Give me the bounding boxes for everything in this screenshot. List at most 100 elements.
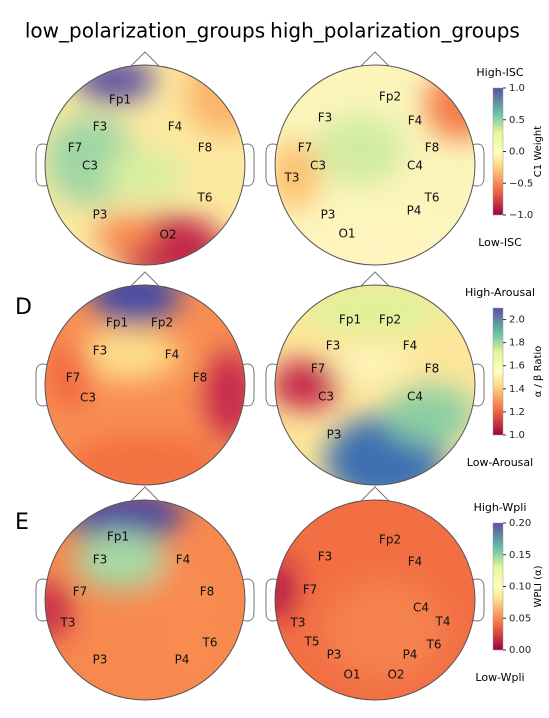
- field-blob: [90, 285, 180, 325]
- head-outline: [44, 499, 246, 701]
- topomap: Fp1 Fp2 F3 F4 F7 F8 C3: [35, 271, 255, 486]
- colorbar-tick-label: 1.2: [509, 407, 525, 418]
- field-blob: [95, 215, 155, 255]
- colorbar-tick-label: 1.0: [509, 430, 525, 441]
- field-blob: [425, 70, 475, 140]
- electrode-label: P3: [327, 428, 342, 442]
- field-blob: [70, 330, 180, 380]
- nose: [130, 51, 160, 67]
- colorbar-high-label: High-Arousal: [465, 286, 535, 299]
- row-letter: E: [15, 510, 29, 535]
- electrode-label: Fp1: [339, 313, 361, 327]
- colorbar-tick-label: 1.8: [509, 338, 525, 349]
- ear: [35, 578, 49, 622]
- colorbar: [492, 522, 504, 651]
- ear: [471, 363, 485, 407]
- electrode-label: Fp2: [151, 316, 173, 330]
- field-blob: [275, 360, 340, 410]
- field-blob: [305, 285, 445, 335]
- ear: [241, 363, 255, 407]
- electrode-label: F3: [93, 120, 108, 134]
- ear: [241, 143, 255, 187]
- colorbar-high-label: High-ISC: [476, 66, 523, 79]
- electrode-label: T6: [197, 191, 213, 205]
- colorbar-tick-label: 2.0: [509, 315, 525, 326]
- electrode-label: Fp1: [109, 93, 131, 107]
- electrode-label: Fp2: [379, 313, 401, 327]
- electrode-label: T6: [424, 191, 440, 205]
- nose: [130, 486, 160, 502]
- head-outline: [274, 64, 476, 266]
- field: [275, 500, 475, 700]
- electrode-label: F3: [318, 550, 333, 564]
- electrode-label: F7: [303, 583, 318, 597]
- field: [275, 285, 475, 485]
- electrode-label: F4: [176, 553, 191, 567]
- electrode-label: C4: [413, 601, 429, 615]
- colorbar-tick-label: 0.10: [509, 582, 531, 593]
- electrode-label: P4: [403, 648, 418, 662]
- electrode-label: C3: [80, 391, 96, 405]
- electrode-label: O2: [159, 228, 176, 242]
- electrode-label: F8: [425, 141, 440, 155]
- electrode-label: F7: [68, 141, 83, 155]
- electrode-label: T5: [304, 635, 320, 649]
- colorbar-axis-label: WPLI (α): [533, 565, 544, 607]
- electrode-label: F3: [93, 553, 108, 567]
- electrode-label: C3: [310, 159, 326, 173]
- electrode-label: T4: [435, 615, 451, 629]
- head-outline: [44, 64, 246, 266]
- electrode-label: T3: [290, 616, 306, 630]
- colorbar-tick-label: −0.5: [509, 178, 533, 189]
- field-blob: [45, 340, 95, 410]
- head-outline: [274, 284, 476, 486]
- colorbar-axis-label: α / β Ratio: [533, 346, 544, 398]
- colorbar-tick-label: 0.00: [509, 645, 531, 656]
- colorbar-tick-label: 0.05: [509, 613, 531, 624]
- field-blob: [185, 65, 245, 135]
- field-blob: [330, 350, 410, 380]
- column-title: low_polarization_groups: [25, 19, 265, 43]
- colorbar-tick-label: 0.20: [509, 518, 531, 529]
- column-title: high_polarization_groups: [270, 19, 520, 43]
- electrode-label: F3: [326, 339, 341, 353]
- field-blob: [275, 560, 295, 620]
- electrode-label: F4: [408, 114, 423, 128]
- electrode-label: P3: [93, 653, 108, 667]
- electrode-label: C4: [407, 390, 423, 404]
- electrode-label: C3: [82, 159, 98, 173]
- electrode-label: F3: [318, 111, 333, 125]
- electrode-label: Fp2: [379, 533, 401, 547]
- colorbar-tick-label: 1.6: [509, 361, 525, 372]
- electrode-label: T6: [426, 638, 442, 652]
- colorbar: [492, 307, 504, 436]
- topomap: Fp1 F3 F4 F7 F8 T3 T6 P3 P4: [35, 486, 255, 701]
- colorbar-high-label: High-Wpli: [474, 501, 527, 514]
- ear: [241, 578, 255, 622]
- electrode-label: P3: [93, 208, 108, 222]
- electrode-label: F3: [93, 344, 108, 358]
- electrode-label: F8: [200, 585, 215, 599]
- electrode-label: F7: [311, 362, 326, 376]
- electrode-label: C4: [407, 159, 423, 173]
- electrode-label: P3: [321, 208, 336, 222]
- electrode-label: F7: [73, 585, 88, 599]
- nose: [130, 271, 160, 287]
- electrode-label: T6: [202, 636, 218, 650]
- field-blob: [105, 150, 185, 200]
- electrode-label: T3: [60, 616, 76, 630]
- electrode-label: O1: [343, 668, 360, 682]
- field-blob: [315, 115, 405, 185]
- electrode-label: F7: [298, 141, 313, 155]
- colorbar-tick-label: −1.0: [509, 210, 533, 221]
- field-blob: [275, 140, 320, 210]
- field-blob: [295, 220, 455, 265]
- electrode-label: F4: [403, 339, 418, 353]
- colorbar-tick-label: 1.4: [509, 384, 525, 395]
- field: [45, 65, 245, 265]
- head-outline: [44, 284, 246, 486]
- ear: [35, 143, 49, 187]
- electrode-label: T3: [284, 171, 300, 185]
